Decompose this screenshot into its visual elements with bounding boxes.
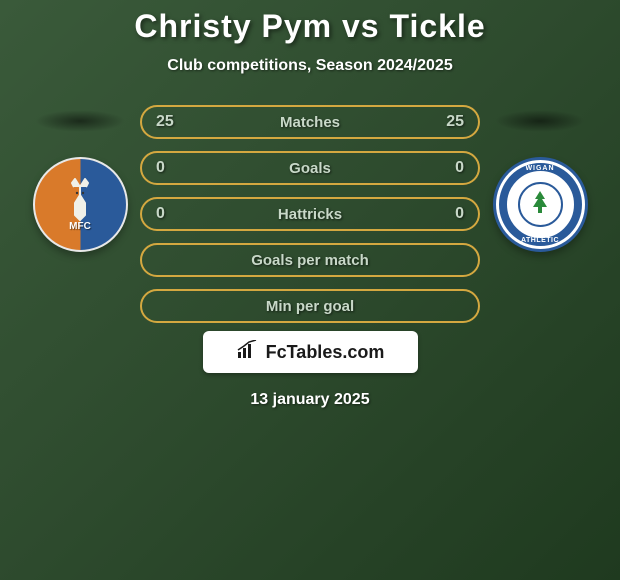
badge-left-text: MFC: [69, 221, 91, 232]
ring-text-bottom: ATHLETIC: [521, 237, 559, 244]
title: Christy Pym vs Tickle: [134, 8, 485, 45]
stat-label: Goals: [289, 160, 331, 177]
badge-right-center: [518, 182, 563, 227]
right-column: WIGAN ATHLETIC: [480, 105, 600, 252]
shadow-ellipse-right: [495, 110, 585, 132]
stat-right-value: 25: [434, 113, 464, 131]
stat-label: Goals per match: [251, 252, 369, 269]
chart-icon: [236, 340, 260, 365]
stat-row-hattricks: 0 Hattricks 0: [140, 197, 480, 231]
stat-left-value: 0: [156, 159, 186, 177]
main-content: MFC 25 Matches 25 0 Goals 0 0 Hattricks …: [0, 105, 620, 323]
stat-row-mpg: Min per goal: [140, 289, 480, 323]
stat-row-matches: 25 Matches 25: [140, 105, 480, 139]
stat-label: Matches: [280, 114, 340, 131]
shadow-ellipse-left: [35, 110, 125, 132]
stat-right-value: 0: [434, 205, 464, 223]
stat-left-value: 25: [156, 113, 186, 131]
stat-row-gpm: Goals per match: [140, 243, 480, 277]
stats-column: 25 Matches 25 0 Goals 0 0 Hattricks 0 Go…: [140, 105, 480, 323]
brand-name: FcTables.com: [266, 342, 385, 363]
badge-right-ring: WIGAN ATHLETIC: [499, 163, 582, 246]
stat-row-goals: 0 Goals 0: [140, 151, 480, 185]
infographic-container: Christy Pym vs Tickle Club competitions,…: [0, 0, 620, 580]
team-badge-left: MFC: [33, 157, 128, 252]
team-badge-right: WIGAN ATHLETIC: [493, 157, 588, 252]
stat-label: Hattricks: [278, 206, 342, 223]
stat-left-value: 0: [156, 205, 186, 223]
ring-text-top: WIGAN: [525, 165, 554, 172]
tree-icon: [529, 189, 551, 221]
left-column: MFC: [20, 105, 140, 252]
brand-logo-box: FcTables.com: [203, 331, 418, 373]
stat-label: Min per goal: [266, 298, 354, 315]
subtitle: Club competitions, Season 2024/2025: [167, 57, 452, 75]
date-text: 13 january 2025: [250, 391, 369, 409]
stat-right-value: 0: [434, 159, 464, 177]
